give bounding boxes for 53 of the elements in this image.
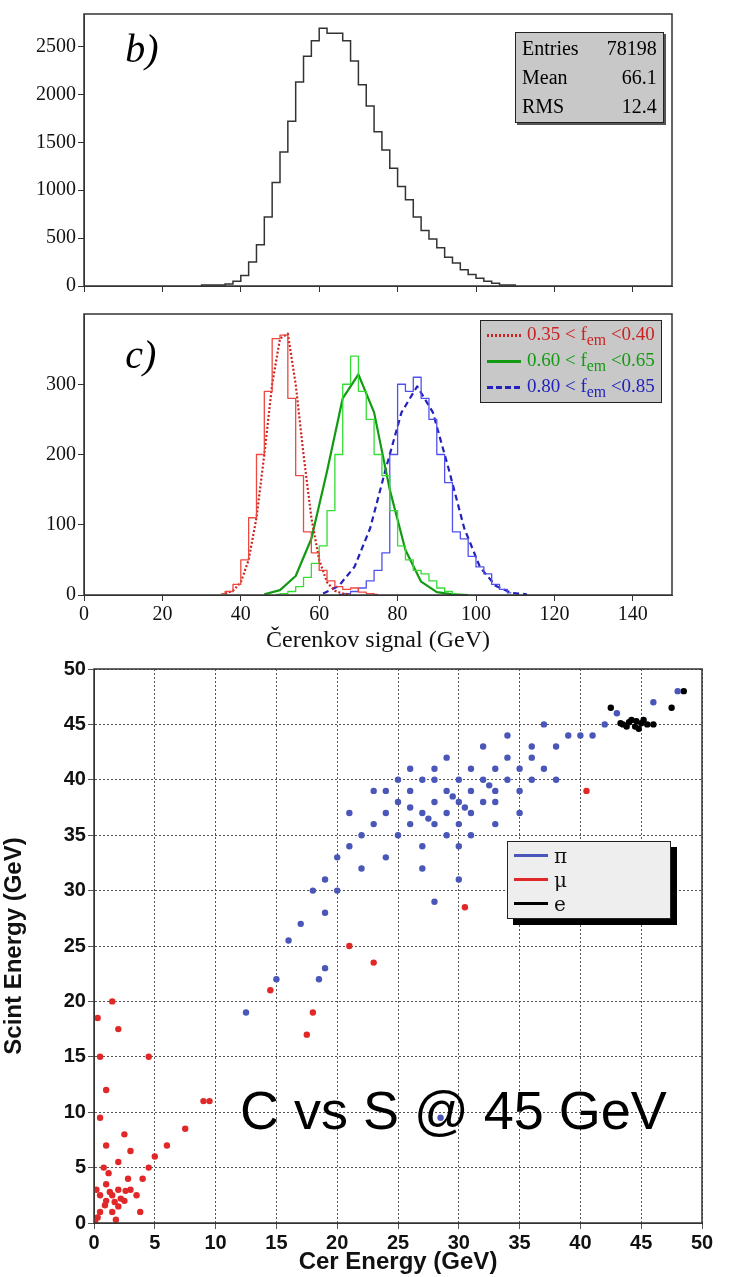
x-tick-label: 100: [461, 602, 491, 625]
y-tick-label: 10: [63, 1099, 86, 1122]
y-tick-label: 25: [63, 933, 86, 956]
x-tick-label: 30: [447, 1230, 470, 1253]
y-axis-title: Scint Energy (GeV): [0, 837, 27, 1055]
y-tick-label: 45: [63, 711, 86, 734]
y-tick-label: 15: [63, 1044, 86, 1067]
legend-label: 0.80 < f$_{em}$ <0.85: [527, 374, 655, 401]
x-tick-label: 140: [617, 602, 648, 625]
y-tick-label: 500: [46, 225, 76, 248]
y-tick-label: 2500: [36, 33, 76, 56]
x-tick-label: 80: [387, 602, 408, 625]
legend-label: e: [554, 891, 566, 916]
legend-label: 0.60 < f$_{em}$ <0.65: [527, 348, 655, 375]
y-tick-label: 200: [46, 441, 76, 464]
x-tick-label: 40: [569, 1230, 592, 1253]
y-tick-label: 40: [63, 767, 86, 790]
x-tick-label: 20: [326, 1230, 349, 1253]
x-tick-label: 50: [690, 1230, 714, 1253]
x-tick-label: 20: [152, 602, 173, 625]
y-tick-label: 300: [46, 371, 76, 394]
y-tick-label: 30: [63, 878, 86, 901]
y-tick-label: 0: [66, 582, 76, 605]
y-tick-label: 35: [63, 822, 86, 845]
x-tick-label: 10: [204, 1230, 227, 1253]
x-tick-label: 15: [265, 1230, 288, 1253]
x-tick-label: 35: [508, 1230, 531, 1253]
y-tick-label: 1000: [36, 177, 76, 200]
y-tick-label: 50: [63, 656, 86, 679]
y-tick-label: 100: [46, 512, 76, 534]
x-tick-label: 40: [230, 602, 251, 625]
annotation: C vs S @ 45 GeV: [239, 1078, 667, 1141]
x-tick-label: 120: [539, 602, 570, 625]
x-axis-title: Čerenkov signal (GeV): [266, 625, 490, 652]
y-tick-label: 5: [74, 1155, 86, 1178]
x-tick-label: 45: [630, 1230, 653, 1253]
annotation: b): [125, 24, 159, 72]
legend-label: μ: [554, 867, 567, 892]
text: Entries 78198: [522, 37, 657, 59]
y-tick-label: 0: [66, 273, 76, 296]
y-tick-label: 1500: [36, 129, 76, 152]
text: RMS 12.4: [522, 95, 657, 117]
y-tick-label: 2000: [36, 81, 76, 104]
x-tick-label: 60: [309, 602, 330, 625]
x-tick-label: 0: [88, 1230, 100, 1253]
x-tick-label: 5: [149, 1230, 161, 1253]
legend-label: π: [554, 843, 568, 868]
x-tick-label: 25: [386, 1230, 410, 1253]
annotation: c): [125, 330, 157, 378]
y-tick-label: 0: [74, 1210, 86, 1233]
legend-label: 0.35 < f$_{em}$ <0.40: [527, 323, 655, 349]
text: Mean 66.1: [522, 66, 657, 88]
y-tick-label: 20: [63, 988, 86, 1011]
